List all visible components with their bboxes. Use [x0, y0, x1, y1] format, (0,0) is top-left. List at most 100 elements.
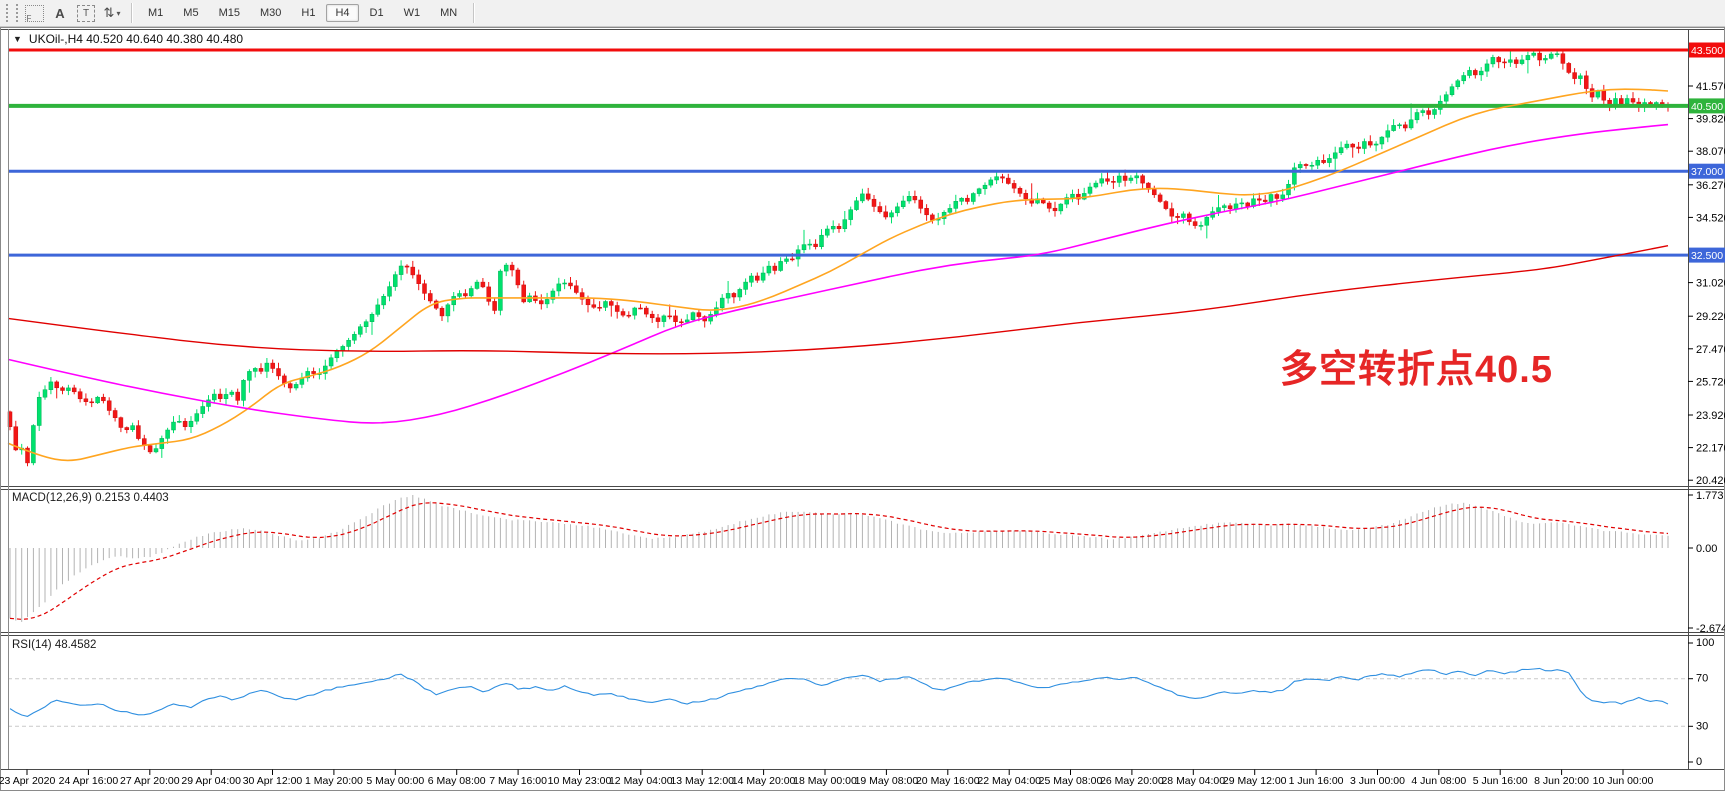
- rsi-header: RSI(14) 48.4582: [12, 639, 97, 651]
- svg-text:26 May 20:00: 26 May 20:00: [1100, 775, 1164, 787]
- symbol-header: ▼ UKOil-,H4 40.520 40.640 40.380 40.480: [13, 32, 243, 46]
- chart-group-button[interactable]: F: [21, 1, 47, 25]
- toolbar-separator: [473, 3, 475, 23]
- svg-text:29 May 12:00: 29 May 12:00: [1223, 775, 1287, 787]
- panel-borders: [0, 27, 1725, 791]
- panel-splitter[interactable]: [0, 485, 1725, 490]
- tf-button-m1[interactable]: M1: [148, 7, 164, 19]
- svg-text:22.170: 22.170: [1696, 443, 1725, 455]
- tf-button-m5[interactable]: M5: [183, 7, 199, 19]
- arrows-tool-button[interactable]: ⇅ ▾: [99, 1, 125, 25]
- svg-text:13 May 12:00: 13 May 12:00: [670, 775, 734, 787]
- svg-text:1 May 20:00: 1 May 20:00: [305, 775, 363, 787]
- svg-text:5 Jun 16:00: 5 Jun 16:00: [1473, 775, 1528, 787]
- macd-panel[interactable]: [9, 495, 1669, 622]
- text-label-button[interactable]: A: [47, 1, 73, 25]
- svg-text:29.220: 29.220: [1696, 311, 1725, 323]
- svg-text:14 May 20:00: 14 May 20:00: [732, 775, 796, 787]
- chart-canvas[interactable]: 41.570 39.820 38.070 36.270 34.520 31.020 29.2…: [0, 27, 1725, 791]
- price-tag-37.000: [1689, 163, 1725, 179]
- price-axis: 41.570 39.820 38.070 36.270 34.520 31.020 29.2…: [1688, 42, 1725, 487]
- ma-fast-line: [7, 88, 1669, 462]
- macd-signal-line: [9, 502, 1669, 621]
- timeframe-toolbar: M1 M5 M15 M30 H1 H4 D1 W1 MN: [138, 4, 467, 22]
- svg-text:38.070: 38.070: [1696, 146, 1725, 158]
- svg-text:100: 100: [1696, 637, 1714, 649]
- price-tag-32.500: [1689, 247, 1725, 263]
- toolbar-grip[interactable]: [6, 4, 18, 22]
- main-panel[interactable]: [7, 49, 1671, 467]
- svg-text:0: 0: [1696, 756, 1702, 768]
- tf-button-d1[interactable]: D1: [369, 7, 384, 19]
- dotted-box-icon: F: [24, 4, 44, 23]
- toolbar-separator: [131, 3, 132, 23]
- arrows-icon: ⇅: [103, 5, 115, 20]
- ma-mid-line: [7, 123, 1669, 424]
- moving-averages: [7, 88, 1669, 462]
- text-box-icon: T: [77, 4, 95, 22]
- svg-text:30: 30: [1696, 720, 1708, 732]
- svg-text:37.000: 37.000: [1691, 166, 1723, 178]
- rsi-panel[interactable]: [8, 667, 1688, 727]
- dropdown-caret-icon: ▾: [116, 8, 121, 18]
- svg-text:34.520: 34.520: [1696, 212, 1725, 224]
- svg-text:24 Apr 16:00: 24 Apr 16:00: [59, 775, 119, 787]
- svg-text:20 May 16:00: 20 May 16:00: [916, 775, 980, 787]
- panel-splitter[interactable]: [0, 631, 1725, 636]
- tf-button-m30[interactable]: M30: [259, 7, 282, 19]
- svg-text:25.720: 25.720: [1696, 376, 1725, 388]
- svg-text:23.920: 23.920: [1696, 410, 1725, 422]
- svg-text:70: 70: [1696, 673, 1708, 685]
- svg-text:27 Apr 20:00: 27 Apr 20:00: [120, 775, 180, 787]
- svg-text:30 Apr 12:00: 30 Apr 12:00: [243, 775, 303, 787]
- svg-text:32.500: 32.500: [1691, 250, 1723, 262]
- svg-text:6 May 08:00: 6 May 08:00: [428, 775, 486, 787]
- macd-header: MACD(12,26,9) 0.2153 0.4403: [12, 492, 169, 504]
- svg-text:40.500: 40.500: [1691, 101, 1723, 113]
- svg-text:1.773: 1.773: [1696, 490, 1724, 502]
- svg-text:41.570: 41.570: [1696, 81, 1725, 93]
- svg-text:3 Jun 00:00: 3 Jun 00:00: [1350, 775, 1405, 787]
- price-tag-43.500: [1689, 42, 1725, 58]
- candles: [7, 49, 1671, 467]
- tf-button-h1[interactable]: H1: [301, 7, 316, 19]
- price-tag-40.500: [1689, 98, 1725, 114]
- svg-text:5 May 00:00: 5 May 00:00: [366, 775, 424, 787]
- svg-text:43.500: 43.500: [1691, 45, 1723, 57]
- svg-text:12 May 04:00: 12 May 04:00: [609, 775, 673, 787]
- time-axis: 23 Apr 2020 24 Apr 16:00 27 Apr 20:00 29 Ap…: [0, 769, 1654, 787]
- letter-a-icon: A: [55, 5, 65, 21]
- svg-text:18 May 00:00: 18 May 00:00: [793, 775, 857, 787]
- svg-text:22 May 04:00: 22 May 04:00: [977, 775, 1041, 787]
- ma-slow-line: [7, 245, 1669, 355]
- text-box-button[interactable]: T: [73, 1, 99, 25]
- symbol-ohlc-text: UKOil-,H4 40.520 40.640 40.380 40.480: [28, 32, 244, 46]
- svg-text:31.020: 31.020: [1696, 278, 1725, 290]
- svg-text:28 May 04:00: 28 May 04:00: [1161, 775, 1225, 787]
- svg-text:4 Jun 08:00: 4 Jun 08:00: [1411, 775, 1466, 787]
- tf-button-m15[interactable]: M15: [218, 7, 240, 19]
- horizontal-lines[interactable]: [8, 48, 1688, 257]
- svg-text:19 May 08:00: 19 May 08:00: [855, 775, 919, 787]
- svg-text:39.820: 39.820: [1696, 114, 1725, 126]
- svg-text:27.470: 27.470: [1696, 344, 1725, 356]
- svg-text:1 Jun 16:00: 1 Jun 16:00: [1289, 775, 1344, 787]
- tf-button-h4[interactable]: H4: [326, 4, 359, 22]
- collapse-indicator-icon[interactable]: ▼: [13, 34, 22, 44]
- svg-text:10 May 23:00: 10 May 23:00: [548, 775, 612, 787]
- svg-text:36.270: 36.270: [1696, 180, 1725, 192]
- svg-text:10 Jun 00:00: 10 Jun 00:00: [1593, 775, 1654, 787]
- tf-button-w1[interactable]: W1: [403, 7, 421, 19]
- toolbar: F A T ⇅ ▾ M1 M5 M15 M30 H1 H4 D1 W1 MN: [0, 0, 1725, 27]
- rsi-line: [9, 667, 1669, 717]
- svg-text:0.00: 0.00: [1696, 543, 1717, 555]
- svg-text:25 May 08:00: 25 May 08:00: [1039, 775, 1103, 787]
- svg-text:8 Jun 20:00: 8 Jun 20:00: [1534, 775, 1589, 787]
- svg-text:7 May 16:00: 7 May 16:00: [489, 775, 547, 787]
- chart-annotation: 多空转折点40.5: [1280, 349, 1553, 391]
- tf-button-mn[interactable]: MN: [440, 7, 458, 19]
- svg-text:20.420: 20.420: [1696, 475, 1725, 487]
